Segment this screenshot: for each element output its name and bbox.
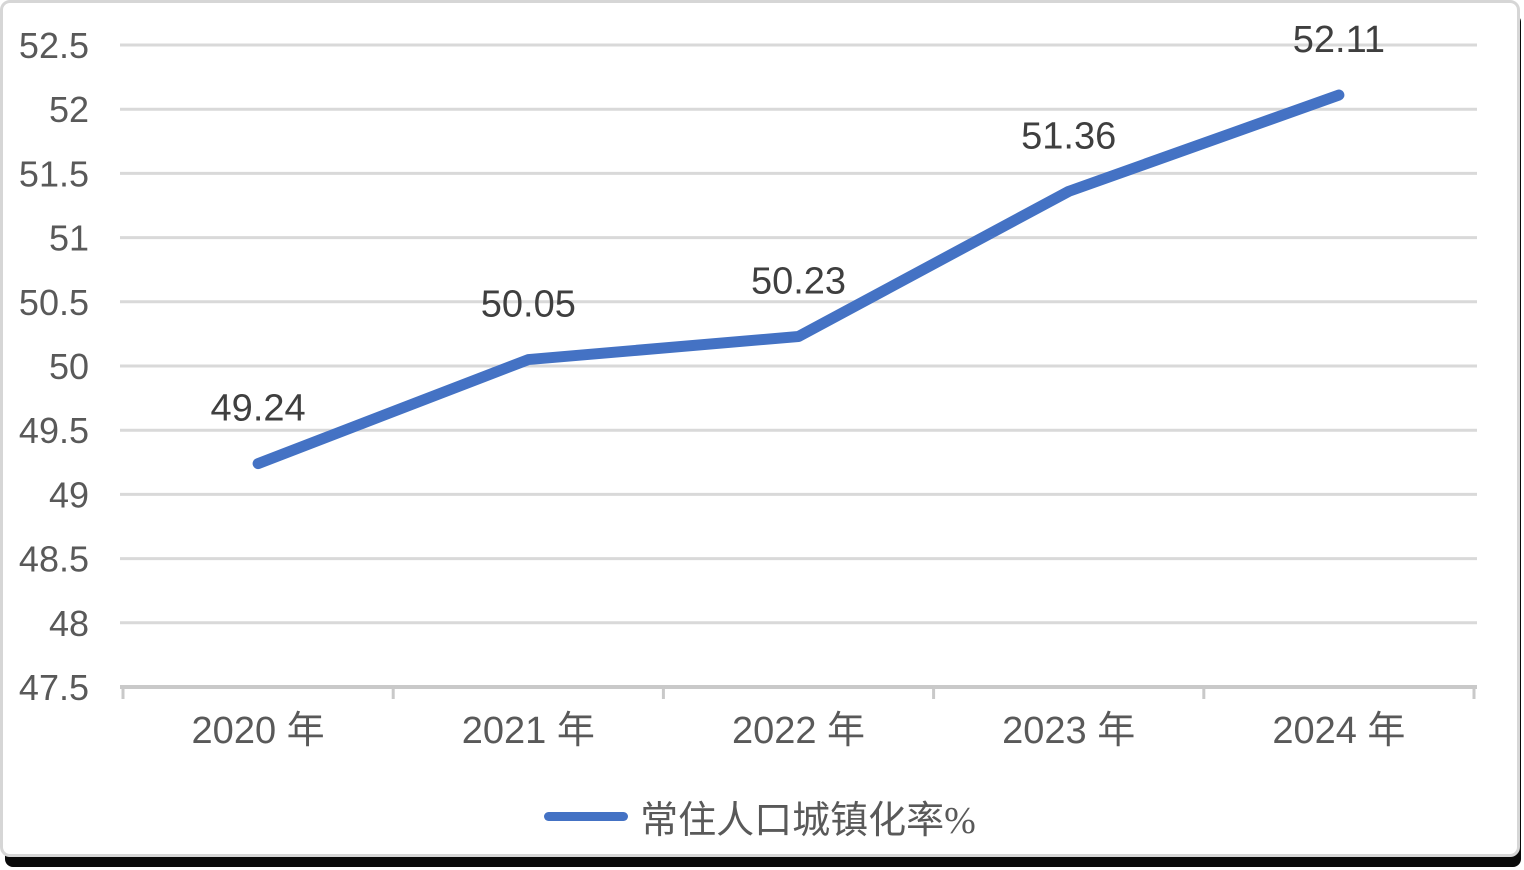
y-axis-tick-label: 52 bbox=[49, 89, 89, 130]
data-point-label: 49.24 bbox=[211, 388, 306, 430]
legend: 常住人口城镇化率% bbox=[3, 789, 1517, 844]
series-line bbox=[252, 89, 1345, 470]
data-point-label: 50.05 bbox=[481, 284, 576, 326]
x-axis-category-label: 2024 年 bbox=[1272, 710, 1405, 752]
x-axis-category-label: 2022 年 bbox=[732, 710, 865, 752]
data-point-label: 52.11 bbox=[1293, 19, 1385, 61]
y-axis-tick-label: 49 bbox=[49, 474, 89, 515]
y-axis-tick-label: 51 bbox=[49, 218, 89, 259]
x-axis-category-label: 2020 年 bbox=[192, 710, 325, 752]
x-axis-category-label: 2021 年 bbox=[462, 710, 595, 752]
y-axis-tick-label: 50.5 bbox=[19, 282, 89, 323]
y-axis-tick-label: 48 bbox=[49, 603, 89, 644]
line-chart: 47.5 48 48.5 49 49.5 50 50.5 51 51.5 52 52.5 2020 年… bbox=[19, 19, 1477, 752]
legend-label: 常住人口城镇化率% bbox=[640, 800, 976, 842]
x-axis-category-label: 2023 年 bbox=[1002, 710, 1135, 752]
legend-line-swatch bbox=[544, 812, 629, 821]
y-axis-tick-label: 48.5 bbox=[19, 539, 89, 580]
y-axis-tick-label: 47.5 bbox=[19, 667, 89, 708]
y-axis-tick-label: 50 bbox=[49, 346, 89, 387]
y-axis-tick-label: 52.5 bbox=[19, 25, 89, 66]
y-axis-tick-label: 49.5 bbox=[19, 410, 89, 451]
y-axis-tick-label: 51.5 bbox=[19, 153, 89, 194]
data-point-label: 50.23 bbox=[751, 260, 846, 302]
data-point-label: 51.36 bbox=[1021, 115, 1116, 157]
